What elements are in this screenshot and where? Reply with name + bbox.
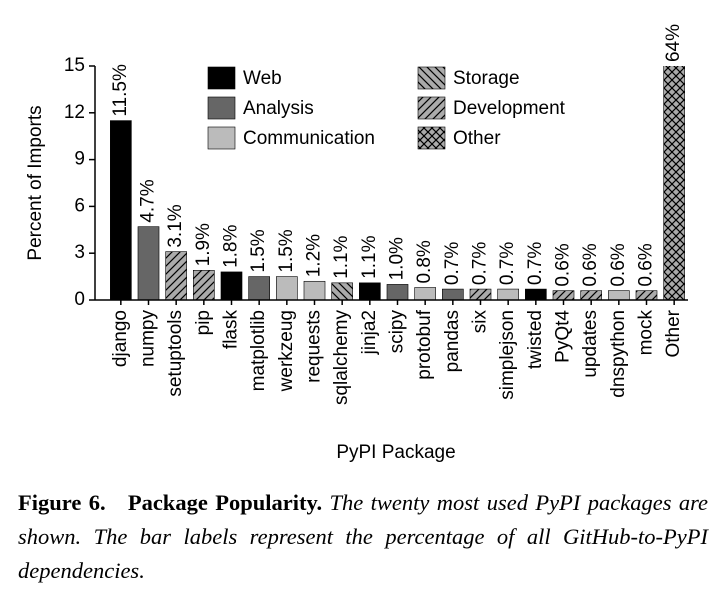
bar: [303, 280, 326, 300]
x-tick-label: matplotlib: [248, 310, 269, 391]
legend-label: Other: [453, 128, 501, 149]
x-tick-label: dnspython: [608, 310, 629, 398]
legend-swatch: [207, 126, 236, 150]
value-label: 1.5%: [248, 229, 269, 272]
bar: [414, 287, 436, 300]
y-tick-label: 6: [74, 195, 85, 216]
x-tick-label: six: [470, 310, 491, 334]
legend-label: Analysis: [243, 98, 314, 119]
value-label: 0.6%: [553, 243, 574, 286]
value-label: 1.9%: [193, 223, 214, 266]
x-tick-label: protobuf: [414, 309, 435, 379]
bar: [137, 226, 160, 300]
chart: Percent of Imports PyPI Package 0 3 6 9 12 15…: [25, 24, 688, 463]
value-label: 0.7%: [442, 242, 463, 285]
x-tick-label: scipy: [387, 310, 408, 354]
x-tick-label: twisted: [525, 310, 546, 369]
value-label: 3.1%: [165, 204, 186, 247]
legend-label: Communication: [243, 128, 375, 149]
x-tick-label: flask: [221, 310, 242, 350]
x-tick-label: django: [110, 310, 131, 367]
x-tick-label: simplejson: [497, 310, 518, 400]
x-tick-label: pip: [193, 310, 214, 335]
bar: [663, 66, 685, 300]
value-label: 1.1%: [359, 235, 380, 278]
bar: [386, 284, 409, 300]
value-label: 0.6%: [636, 243, 657, 286]
bar: [635, 290, 658, 300]
caption-text: The twenty most used PyPI packages are s…: [18, 490, 709, 583]
bar: [442, 288, 464, 300]
value-label: 4.7%: [138, 179, 159, 222]
x-tick-label: requests: [304, 310, 325, 383]
value-label: 1.1%: [331, 235, 352, 278]
x-axis-label: PyPI Package: [336, 442, 455, 463]
y-tick-label: 15: [64, 55, 85, 76]
bar: [331, 282, 353, 300]
x-tick-label: setuptools: [165, 310, 186, 397]
bar: [525, 288, 547, 300]
value-label: 0.7%: [497, 242, 518, 285]
value-label: 64%: [663, 24, 684, 62]
value-label: 0.7%: [470, 242, 491, 285]
x-tick-label: PyQt4: [553, 310, 574, 363]
legend-label: Development: [453, 98, 566, 119]
x-tick-label: sqlalchemy: [331, 310, 352, 406]
legend-swatch: [207, 96, 236, 120]
x-tick-label: updates: [580, 310, 601, 378]
value-label: 0.7%: [525, 242, 546, 285]
value-label: 0.6%: [608, 243, 629, 286]
legend-swatch: [417, 126, 446, 150]
legend-swatch: [207, 66, 236, 90]
x-tick-label: numpy: [138, 310, 159, 368]
bar: [165, 251, 187, 300]
legend-swatch: [417, 66, 446, 90]
value-label: 1.0%: [387, 237, 408, 280]
caption-label: Figure 6.: [18, 490, 106, 515]
y-tick-label: 12: [64, 102, 85, 123]
caption-title: Package Popularity.: [127, 490, 323, 515]
x-tick-label: mock: [636, 310, 657, 356]
caption: Figure 6. Package Popularity. The twenty…: [18, 486, 708, 588]
bar: [276, 276, 298, 300]
y-tick-label: 9: [74, 149, 85, 170]
bar: [193, 270, 215, 300]
value-label: 1.5%: [276, 229, 297, 272]
legend-swatch: [417, 96, 446, 120]
bar: [608, 290, 630, 300]
x-tick-label: Other: [663, 309, 684, 357]
legend-label: Storage: [453, 68, 520, 89]
value-label: 11.5%: [110, 64, 131, 117]
bar: [497, 288, 519, 300]
x-tick-label: jinja2: [359, 310, 380, 355]
y-axis-label: Percent of Imports: [25, 105, 46, 260]
y-tick-label: 3: [74, 242, 85, 263]
bar: [359, 282, 381, 300]
bar: [220, 271, 243, 300]
value-label: 0.8%: [414, 240, 435, 283]
bar: [248, 276, 270, 300]
x-tick-label: pandas: [442, 310, 463, 372]
bar: [469, 288, 492, 300]
value-label: 0.6%: [580, 243, 601, 286]
bar: [110, 120, 132, 300]
bar: [552, 290, 575, 300]
bar: [580, 290, 602, 300]
value-label: 1.8%: [221, 225, 242, 268]
x-tick-label: werkzeug: [276, 310, 297, 392]
value-label: 1.2%: [304, 234, 325, 277]
legend-label: Web: [243, 68, 282, 89]
y-tick-label: 0: [74, 289, 85, 310]
